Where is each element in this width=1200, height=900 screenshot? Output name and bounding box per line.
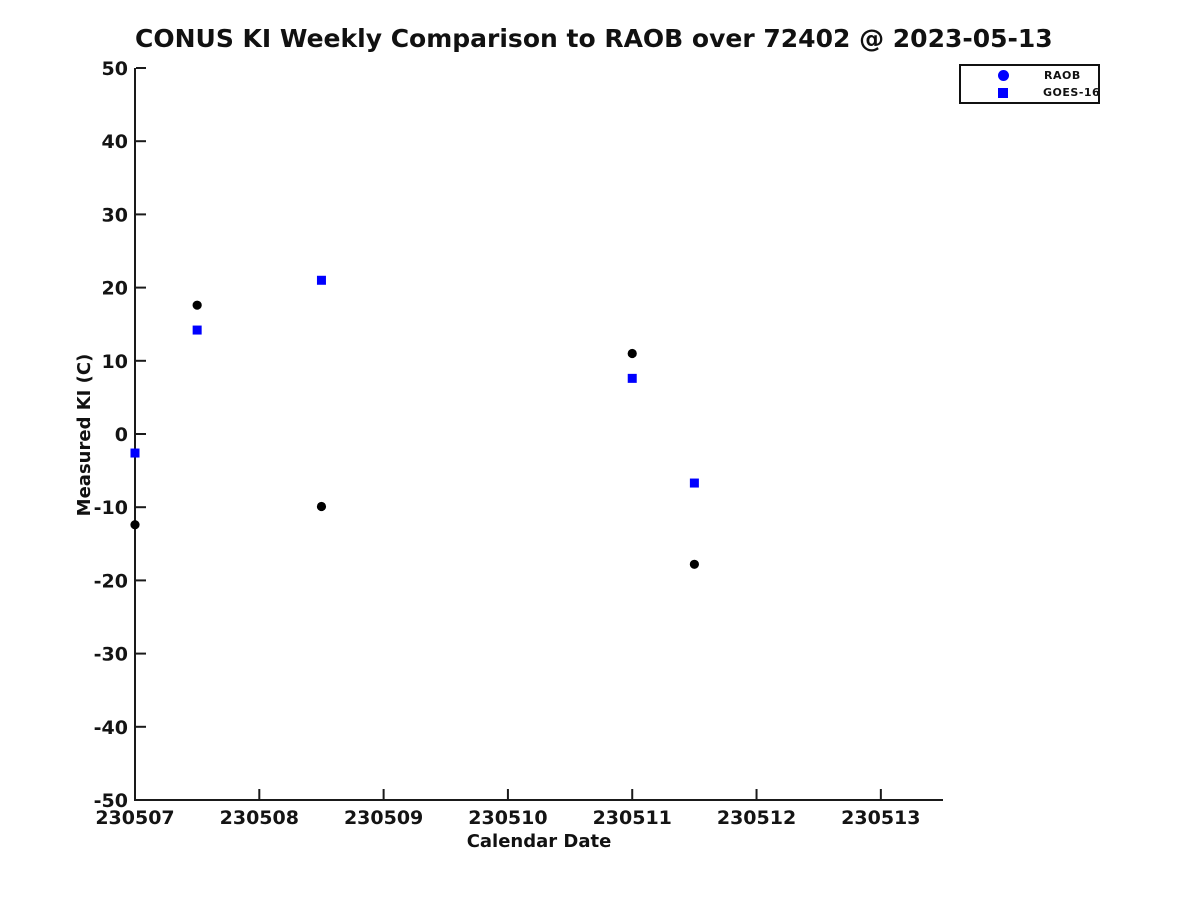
chart-title: CONUS KI Weekly Comparison to RAOB over … [135,24,1053,53]
raob-legend-marker-icon [998,69,1009,81]
y-tick-label: 50 [102,58,128,80]
legend-item-goes16: GOES-16 [961,85,1101,101]
x-tick-label: 230509 [344,807,423,829]
raob-point [192,300,202,310]
y-tick-label: 0 [115,424,128,446]
x-tick-label: 230511 [593,807,672,829]
x-tick-label: 230512 [717,807,796,829]
raob-point [130,520,140,530]
legend: RAOB GOES-16 [959,64,1100,104]
y-tick-label: 40 [102,131,128,153]
goes16-point [192,325,202,335]
y-tick-label: -50 [94,790,128,812]
y-tick-label: -10 [94,497,128,519]
raob-point [627,348,637,359]
goes16-point [130,448,140,458]
goes16-point [627,373,637,383]
x-axis-label: Calendar Date [466,831,612,852]
x-tick-label: 230507 [95,807,174,829]
legend-label-goes16: GOES-16 [1043,86,1101,100]
x-tick-label: 230513 [841,807,920,829]
y-tick-label: 20 [102,278,128,300]
y-tick-label: 30 [102,204,128,226]
x-tick-label: 230510 [468,807,547,829]
y-tick-label: -20 [94,570,128,592]
raob-point [689,559,699,569]
legend-label-raob: RAOB [1044,68,1081,82]
raob-point [316,501,327,512]
y-tick-label: 10 [102,351,128,373]
x-tick-label: 230508 [220,807,299,829]
goes16-legend-marker-icon [998,87,1008,98]
goes16-point [689,478,699,488]
legend-item-raob: RAOB [961,67,1098,83]
y-tick-label: -40 [94,717,128,739]
goes16-point [316,275,326,285]
y-tick-label: -30 [94,644,128,666]
